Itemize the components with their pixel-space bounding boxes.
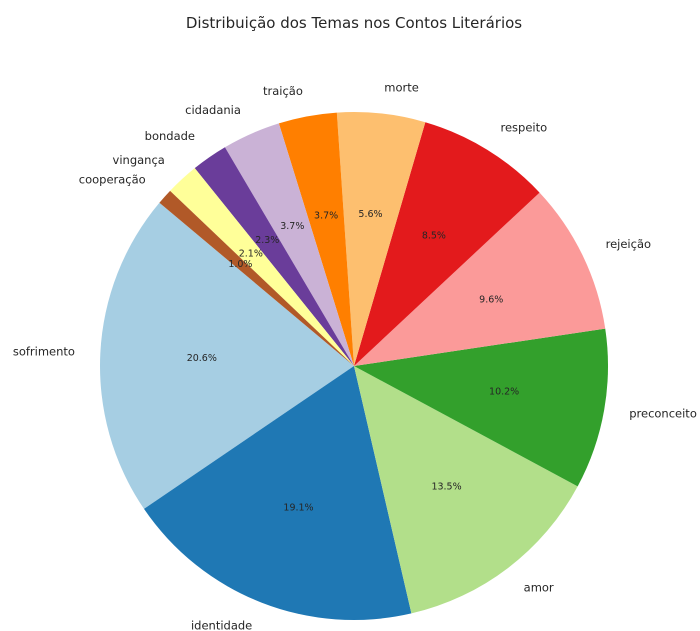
- pie-slice-5: [354, 122, 540, 366]
- pie-slice-0: [99, 202, 354, 509]
- slice-percent-label: 19.1%: [283, 502, 313, 513]
- pie-slice-2: [354, 366, 578, 614]
- slice-label: amor: [524, 580, 554, 594]
- slice-label: bondade: [145, 129, 195, 143]
- pie-slice-10: [170, 168, 354, 366]
- pie-slice-1: [144, 366, 412, 620]
- slice-label: cidadania: [185, 103, 241, 117]
- slice-label: respeito: [500, 121, 547, 135]
- slice-percent-label: 8.5%: [422, 231, 446, 242]
- slice-percent-label: 2.3%: [255, 235, 279, 246]
- slice-label: morte: [384, 81, 419, 95]
- chart-title: Distribuição dos Temas nos Contos Literá…: [186, 14, 522, 32]
- pie-labels: sofrimento 20.6% identidade 19.1% amor 13.5% p…: [13, 81, 697, 631]
- pie-slice-3: [354, 328, 608, 487]
- pie-slice-6: [336, 112, 426, 367]
- slice-percent-label: 2.1%: [239, 248, 263, 259]
- slice-label: rejeição: [606, 237, 651, 251]
- slice-percent-label: 9.6%: [479, 294, 503, 305]
- slice-label: traição: [263, 84, 303, 98]
- pie-slice-11: [159, 190, 354, 366]
- slice-label: preconceito: [629, 407, 697, 421]
- slice-percent-label: 5.6%: [358, 209, 382, 220]
- slice-percent-label: 3.7%: [314, 211, 338, 222]
- slice-label: vingança: [113, 153, 165, 167]
- slice-percent-label: 13.5%: [431, 482, 461, 493]
- pie-slice-4: [354, 192, 606, 366]
- slice-percent-label: 20.6%: [187, 353, 217, 364]
- pie-slice-8: [224, 123, 354, 366]
- slice-label: cooperação: [79, 172, 146, 186]
- pie-slice-9: [194, 147, 354, 366]
- slice-label: sofrimento: [13, 344, 75, 358]
- slice-percent-label: 3.7%: [280, 221, 304, 232]
- pie-slice-7: [278, 112, 354, 366]
- pie-slices: [99, 112, 608, 620]
- slice-percent-label: 1.0%: [228, 259, 252, 270]
- slice-percent-label: 10.2%: [489, 387, 519, 398]
- slice-label: identidade: [191, 619, 252, 631]
